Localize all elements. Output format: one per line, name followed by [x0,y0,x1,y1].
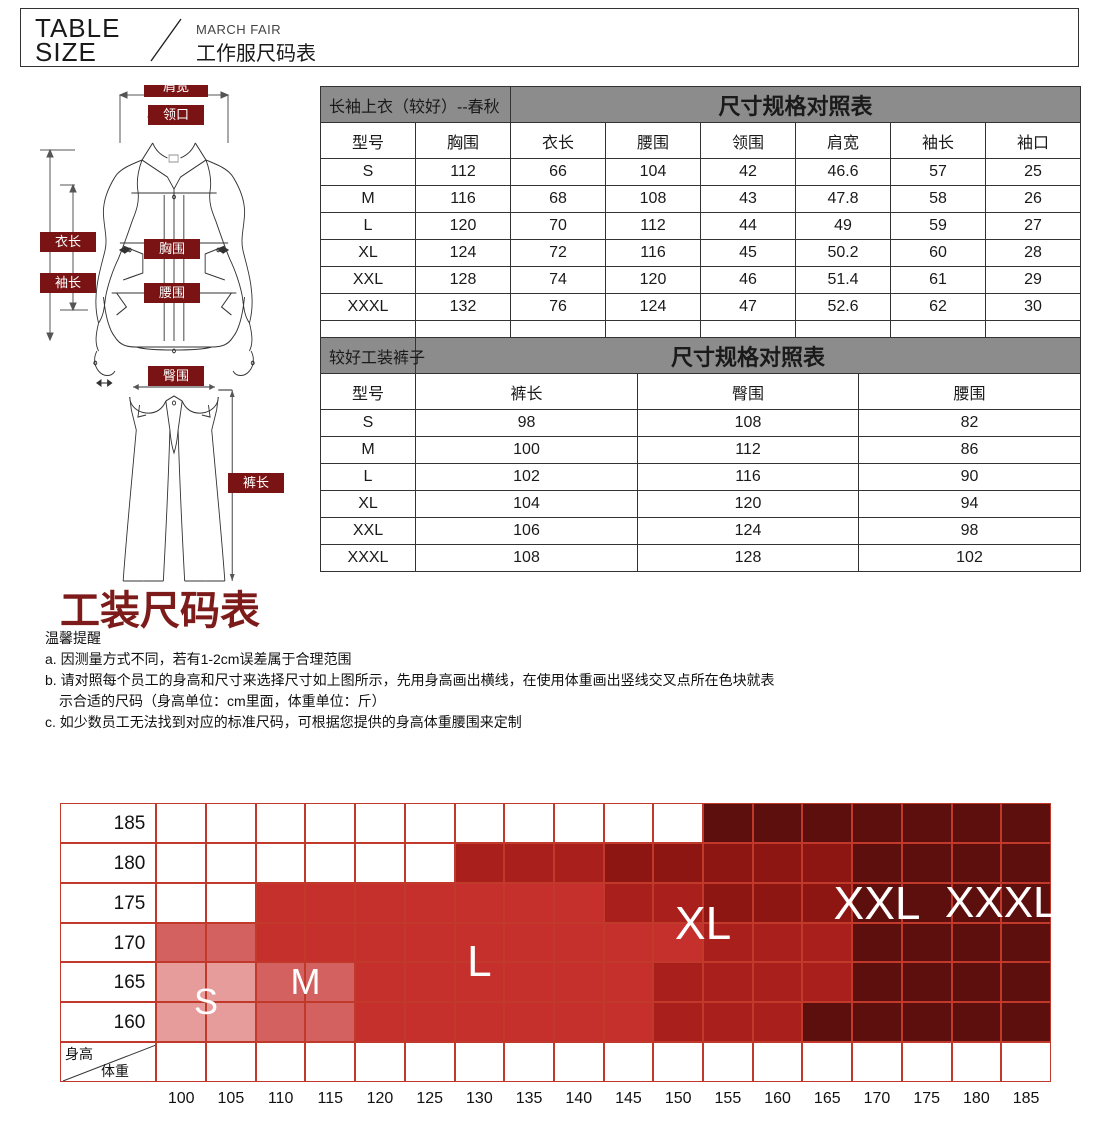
svg-text:肩宽: 肩宽 [163,85,189,94]
svg-text:领口: 领口 [163,107,189,122]
svg-text:袖长: 袖长 [55,275,81,290]
svg-text:裤长: 裤长 [243,475,269,490]
svg-text:臀围: 臀围 [163,368,189,383]
svg-text:胸围: 胸围 [159,241,185,256]
svg-text:衣长: 衣长 [55,234,81,249]
svg-text:腰围: 腰围 [159,285,185,300]
